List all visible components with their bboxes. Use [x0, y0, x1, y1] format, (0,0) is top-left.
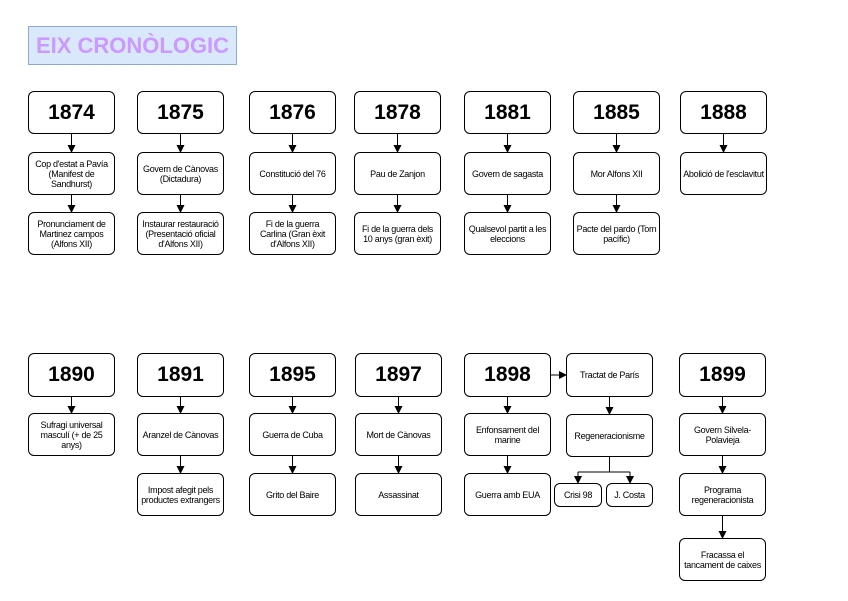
year-box-1881: 1881	[464, 91, 551, 134]
event-box-label: Fi de la guerra dels 10 anys (gran èxit)	[361, 223, 434, 244]
event-box: Guerra amb EUA	[464, 473, 551, 516]
event-box: Fi de la guerra dels 10 anys (gran èxit)	[354, 212, 441, 255]
year-box-1891: 1891	[137, 353, 224, 397]
event-box: Pacte del pardo (Torn pacífic)	[573, 212, 660, 255]
year-box-1885: 1885	[573, 91, 660, 134]
event-box-label: Fracassa el tancament de caixes	[684, 549, 761, 570]
year-box-1891-label: 1891	[157, 363, 204, 386]
year-box-1890-label: 1890	[48, 363, 95, 386]
year-box-1895-label: 1895	[269, 363, 316, 386]
year-box-1888-label: 1888	[700, 100, 747, 124]
event-box-label: Enfonsament del marine	[475, 424, 540, 445]
child-box: Crisi 98	[554, 483, 602, 507]
event-box-label: Assassinat	[378, 489, 419, 500]
event-box: Sufragi universal masculí (+ de 25 anys)	[28, 413, 115, 456]
event-box-label: Impost afegit pels productes extrangers	[141, 484, 220, 505]
year-box-1897-label: 1897	[375, 363, 422, 386]
event-box-label: Abolició de l'esclavitut	[683, 168, 764, 179]
event-box-label: Guerra de Cuba	[262, 429, 323, 440]
year-box-1876-label: 1876	[269, 100, 316, 124]
child-box-label: Crisi 98	[563, 490, 593, 500]
event-box-label: Grito del Baire	[265, 489, 320, 500]
event-box-label: Programa regeneracionista	[691, 484, 754, 505]
year-box-1875-label: 1875	[157, 100, 204, 124]
movement-box-label: Regeneracionisme	[574, 430, 645, 441]
event-box-label: Fi de la guerra Carlina (Gran èxit d'Alf…	[259, 218, 326, 249]
event-box-label: Cop d'estat a Pavía (Manifest de Sandhur…	[35, 158, 108, 189]
event-box: Pronunciament de Martinez campos (Alfons…	[28, 212, 115, 255]
year-box-1897: 1897	[355, 353, 442, 397]
event-box: Fi de la guerra Carlina (Gran èxit d'Alf…	[249, 212, 336, 255]
treaty-box-label: Tractat de París	[580, 370, 639, 380]
year-box-1898: 1898	[464, 353, 551, 397]
year-box-1878-label: 1878	[374, 100, 421, 124]
event-box: Mor Alfons XII	[573, 152, 660, 195]
year-box-1895: 1895	[249, 353, 336, 397]
event-box: Assassinat	[355, 473, 442, 516]
diagram-title: EIX CRONÒLOGIC	[28, 26, 237, 65]
child-box: J. Costa	[606, 483, 653, 507]
event-box: Grito del Baire	[249, 473, 336, 516]
event-box: Constitució del 76	[249, 152, 336, 195]
event-box-label: Mort de Cànovas	[366, 429, 431, 440]
event-box: Govern de sagasta	[464, 152, 551, 195]
event-box-label: Govern Silvela-Polavieja	[693, 424, 752, 445]
event-box: Impost afegit pels productes extrangers	[137, 473, 224, 516]
event-box-label: Pacte del pardo (Torn pacífic)	[576, 223, 657, 244]
event-box: Programa regeneracionista	[679, 473, 766, 516]
year-box-1874: 1874	[28, 91, 115, 134]
year-box-1899: 1899	[679, 353, 766, 397]
event-box: Guerra de Cuba	[249, 413, 336, 456]
year-box-1888: 1888	[680, 91, 767, 134]
event-box: Govern de Cànovas (Dictadura)	[137, 152, 224, 195]
event-box-label: Pronunciament de Martinez campos (Alfons…	[37, 218, 106, 249]
event-box-label: Pau de Zanjon	[370, 168, 425, 179]
year-box-1876: 1876	[249, 91, 336, 134]
child-box-label: J. Costa	[614, 490, 645, 500]
event-box-label: Sufragi universal masculí (+ de 25 anys)	[40, 419, 103, 450]
event-box-label: Govern de sagasta	[472, 168, 543, 179]
year-box-1890: 1890	[28, 353, 115, 397]
event-box: Cop d'estat a Pavía (Manifest de Sandhur…	[28, 152, 115, 195]
event-box: Qualsevol partit a les eleccions	[464, 212, 551, 255]
year-box-1899-label: 1899	[699, 363, 746, 386]
event-box: Govern Silvela-Polavieja	[679, 413, 766, 456]
year-box-1874-label: 1874	[48, 100, 95, 124]
event-box: Pau de Zanjon	[354, 152, 441, 195]
year-box-1881-label: 1881	[484, 100, 531, 124]
event-box-label: Qualsevol partit a les eleccions	[468, 223, 547, 244]
event-box-label: Aranzel de Cànovas	[142, 429, 219, 440]
event-box: Aranzel de Cànovas	[137, 413, 224, 456]
treaty-box: Tractat de París	[566, 353, 653, 397]
event-box-label: Instaurar restauració (Presentació ofici…	[142, 218, 219, 249]
event-box-label: Constitució del 76	[259, 168, 326, 179]
event-box: Mort de Cànovas	[355, 413, 442, 456]
event-box-label: Guerra amb EUA	[475, 489, 540, 500]
event-box: Instaurar restauració (Presentació ofici…	[137, 212, 224, 255]
movement-box: Regeneracionisme	[566, 414, 653, 457]
year-box-1878: 1878	[354, 91, 441, 134]
event-box: Fracassa el tancament de caixes	[679, 538, 766, 581]
year-box-1875: 1875	[137, 91, 224, 134]
event-box-label: Govern de Cànovas (Dictadura)	[143, 163, 218, 184]
event-box: Abolició de l'esclavitut	[680, 152, 767, 195]
year-box-1898-label: 1898	[484, 363, 531, 386]
event-box-label: Mor Alfons XII	[590, 168, 643, 179]
year-box-1885-label: 1885	[593, 100, 640, 124]
event-box: Enfonsament del marine	[464, 413, 551, 456]
